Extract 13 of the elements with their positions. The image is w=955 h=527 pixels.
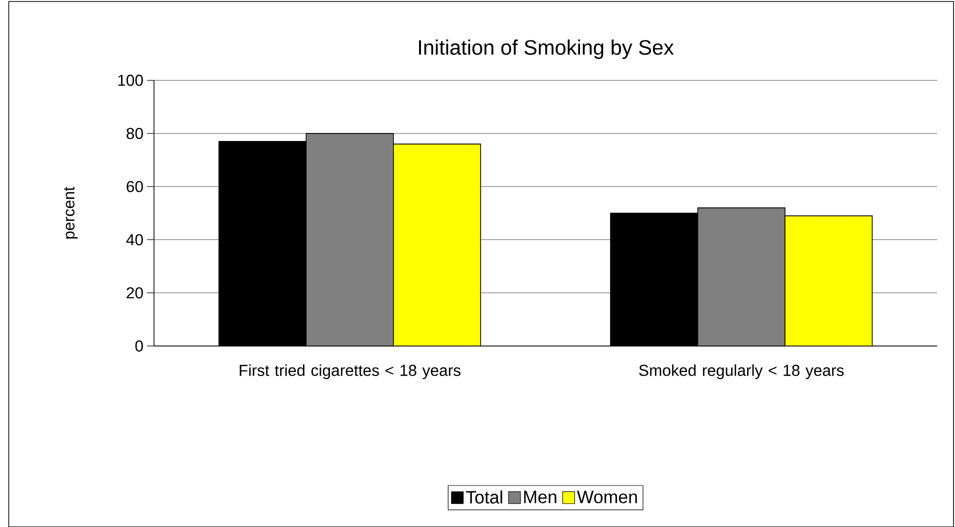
y-tick-label: 60 bbox=[126, 180, 143, 192]
y-tick-label: 0 bbox=[135, 340, 143, 352]
y-tick-label: 20 bbox=[126, 287, 143, 298]
x-tick-label: First tried cigarettes < 18 years bbox=[240, 364, 460, 379]
legend-label: Women bbox=[576, 490, 637, 504]
y-tick-label: 80 bbox=[126, 128, 143, 139]
legend-label: Men bbox=[524, 490, 556, 504]
chart-title: Initiation of Smoking by Sex bbox=[419, 39, 674, 59]
y-tick-label: 40 bbox=[126, 234, 143, 246]
x-tick-label: Smoked regularly < 18 years bbox=[639, 364, 844, 379]
legend-label: Total bbox=[466, 490, 502, 504]
y-axis-title: percent bbox=[64, 186, 78, 238]
y-tick-label: 100 bbox=[118, 74, 143, 86]
